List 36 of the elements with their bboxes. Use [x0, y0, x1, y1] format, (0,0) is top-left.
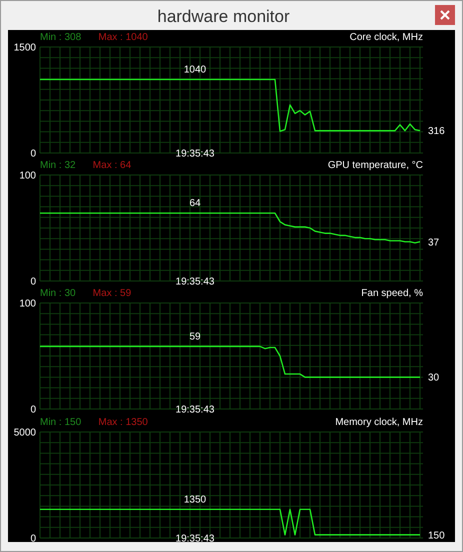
y-tick-label: 0	[30, 534, 36, 544]
annotation: 19:35:43	[176, 148, 215, 160]
annotation: 19:35:43	[176, 534, 215, 544]
y-tick-label: 100	[19, 170, 36, 182]
annotation: 19:35:43	[176, 276, 215, 288]
text: Max : 59	[92, 288, 132, 299]
data-label: 1350	[184, 494, 207, 506]
line-series	[39, 212, 421, 244]
chart-title: Core clock, MHz	[350, 32, 423, 43]
text: Min : 32	[40, 160, 76, 171]
line-series	[39, 78, 421, 132]
chart-title: Memory clock, MHz	[335, 417, 423, 428]
y-tick-label: 100	[19, 298, 36, 310]
y-tick-label: 0	[30, 404, 36, 416]
data-label: 37	[428, 237, 440, 248]
data-label: 59	[189, 331, 201, 342]
text: Min : 150	[40, 417, 82, 428]
y-tick-label: 0	[30, 276, 36, 288]
y-tick-label: 5000	[14, 428, 36, 438]
data-label: 316	[428, 126, 446, 138]
text: Min : 30	[40, 288, 76, 299]
text: Max : 1350	[98, 417, 148, 428]
annotation: 19:35:43	[176, 404, 215, 416]
text: Max : 64	[92, 160, 132, 171]
data-label: 150	[428, 530, 446, 542]
y-tick-label: 1500	[14, 42, 36, 54]
chart-title: Fan speed, %	[361, 288, 424, 299]
data-label: 1040	[184, 64, 207, 76]
data-label: 30	[428, 372, 440, 384]
chart-title: GPU temperature, °C	[328, 160, 423, 171]
text: hardware monitor	[157, 7, 290, 26]
data-label: 64	[189, 198, 201, 210]
line-series	[39, 346, 421, 378]
y-tick-label: 0	[30, 148, 36, 160]
text: Min : 308	[40, 32, 82, 43]
text: Max : 1040	[98, 32, 148, 43]
